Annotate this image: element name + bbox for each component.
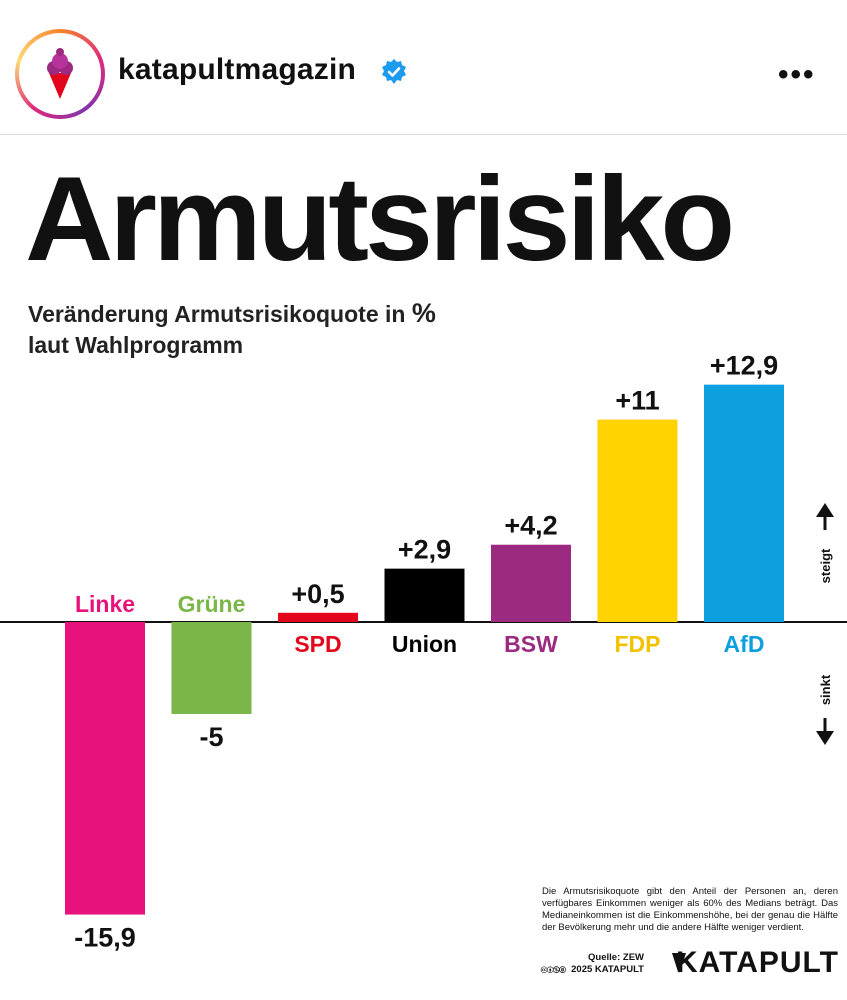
source-text: Quelle: ZEW <box>588 952 644 963</box>
category-label-spd: SPD <box>294 631 341 657</box>
sinkt-label: sinkt <box>818 674 833 705</box>
bar-union <box>384 568 465 622</box>
category-label-grüne: Grüne <box>178 591 246 617</box>
infographic-title: Armutsrisiko <box>25 152 735 286</box>
username[interactable]: katapultmagazin <box>118 53 357 86</box>
category-label-union: Union <box>392 631 457 657</box>
bar-bsw <box>491 544 571 622</box>
bar-linke <box>65 622 145 915</box>
creative-commons-icons: 🅭🅯🄏🄍 <box>541 965 566 976</box>
value-label-spd: +0,5 <box>291 579 344 609</box>
category-label-afd: AfD <box>724 631 765 657</box>
category-label-linke: Linke <box>75 591 135 617</box>
category-label-fdp: FDP <box>615 631 661 657</box>
infographic-subtitle: Veränderung Armutsrisikoquote in % laut … <box>28 298 488 361</box>
value-label-union: +2,9 <box>398 535 451 565</box>
bar-grüne <box>171 622 252 714</box>
more-options-icon[interactable]: ••• <box>778 58 816 91</box>
value-label-fdp: +11 <box>615 386 659 416</box>
subtitle-line-2: laut Wahlprogramm <box>28 332 244 358</box>
value-label-afd: +12,9 <box>710 351 778 381</box>
value-label-linke: -15,9 <box>74 923 136 953</box>
up-arrow-icon <box>816 503 834 517</box>
ice-cream-logo-icon <box>23 37 97 111</box>
down-arrow-icon <box>816 731 834 745</box>
bar-afd <box>704 384 784 622</box>
verified-badge-icon <box>382 59 406 84</box>
bar-spd <box>278 612 358 622</box>
footnote: Die Armutsrisikoquote gibt den Anteil de… <box>542 886 838 933</box>
value-label-grüne: -5 <box>199 722 223 752</box>
category-label-bsw: BSW <box>504 631 558 657</box>
subtitle-line-1: Veränderung Armutsrisikoquote in <box>28 301 406 327</box>
katapult-logo-icon <box>672 953 686 975</box>
source-credit: Quelle: ZEW 2025 KATAPULT <box>560 952 644 976</box>
brand-logo: KATAPULT <box>676 946 839 979</box>
post-header: katapultmagazin ••• <box>0 0 847 135</box>
copyright-text: 2025 KATAPULT <box>571 964 644 975</box>
value-label-bsw: +4,2 <box>504 511 557 541</box>
avatar[interactable] <box>15 29 105 119</box>
bar-fdp <box>597 419 678 622</box>
steigt-label: steigt <box>818 548 833 583</box>
subtitle-unit: % <box>411 298 436 328</box>
